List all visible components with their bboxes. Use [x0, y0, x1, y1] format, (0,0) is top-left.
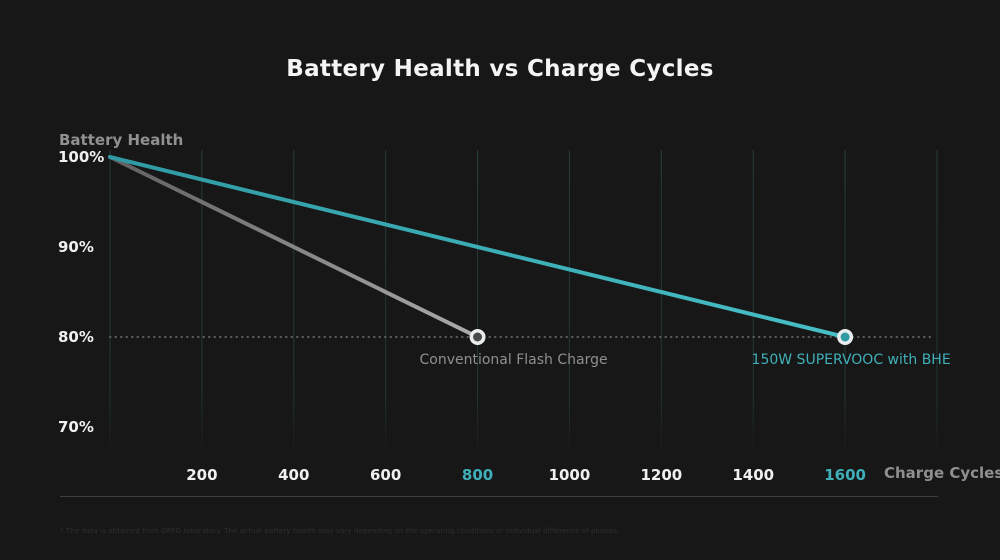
y-tick-90: 90% — [58, 238, 94, 256]
series-label-0: Conventional Flash Charge — [420, 352, 608, 368]
x-tick-1000: 1000 — [549, 466, 591, 484]
series-line-1 — [108, 155, 848, 339]
x-tick-1600: 1600 — [824, 466, 866, 484]
x-tick-1400: 1400 — [732, 466, 774, 484]
x-axis-baseline — [60, 496, 938, 497]
series-endpoint-dot-1 — [840, 332, 850, 342]
x-tick-800: 800 — [462, 466, 493, 484]
x-tick-400: 400 — [278, 466, 309, 484]
series-endpoint-dot-0 — [473, 332, 483, 342]
series-line-0 — [108, 155, 480, 339]
y-tick-80: 80% — [58, 328, 94, 346]
y-tick-70: 70% — [58, 418, 94, 436]
series-label-1: 150W SUPERVOOC with BHE — [752, 352, 951, 368]
x-tick-600: 600 — [370, 466, 401, 484]
y-axis-title: Battery Health — [59, 131, 184, 149]
y-tick-100: 100% — [58, 148, 104, 166]
footnote: * The data is obtained from OPPO laborat… — [60, 527, 620, 535]
x-axis-title: Charge Cycles — [884, 464, 1000, 482]
chart-title: Battery Health vs Charge Cycles — [286, 56, 714, 82]
x-tick-1200: 1200 — [640, 466, 682, 484]
x-tick-200: 200 — [186, 466, 217, 484]
